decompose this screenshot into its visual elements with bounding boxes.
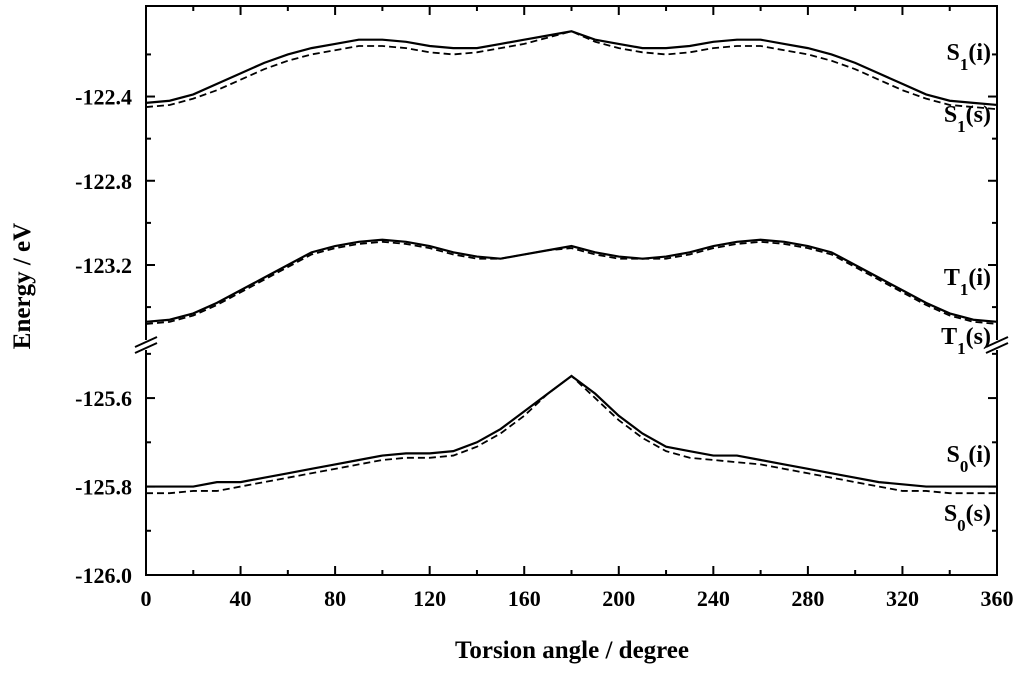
x-tick-label: 80 <box>324 586 346 611</box>
y-tick-label: -123.2 <box>75 253 132 278</box>
series-label: T1(i) <box>944 265 991 299</box>
y-axis-label: Energy / eV <box>9 223 36 349</box>
series-line <box>146 374 997 488</box>
x-tick-label: 320 <box>886 586 919 611</box>
y-tick-label: -125.8 <box>75 475 132 500</box>
series-line <box>145 30 998 111</box>
axis-break-slash <box>134 342 158 354</box>
x-tick-label: 120 <box>413 586 446 611</box>
y-tick-label: -122.4 <box>75 85 132 110</box>
y-tick-label: -122.8 <box>75 169 132 194</box>
x-tick-label: 240 <box>697 586 730 611</box>
axis-break-gap <box>985 340 1009 350</box>
x-axis: 0 40 80 120 160 200 240 280 320 360 <box>141 6 1014 611</box>
series-labels: S1(i) S1(s) T1(i) T1(s) S0(i) S0(s) <box>941 40 991 535</box>
series-group <box>145 30 998 495</box>
axis-break-marker <box>134 336 1009 354</box>
series-line <box>145 240 998 325</box>
axis-break-slash <box>985 336 1009 348</box>
x-tick-label: 40 <box>230 586 252 611</box>
x-tick-label: 0 <box>141 586 152 611</box>
x-tick-label: 280 <box>791 586 824 611</box>
series-label: S0(s) <box>944 501 991 535</box>
x-axis-label: Torsion angle / degree <box>455 637 689 664</box>
series-label: S1(i) <box>946 40 991 74</box>
series-line <box>145 238 998 323</box>
series-line <box>145 30 998 107</box>
x-tick-label: 160 <box>508 586 541 611</box>
series-line <box>146 374 997 495</box>
plot-border <box>145 5 998 576</box>
y-tick-label: -126.0 <box>75 563 132 588</box>
x-tick-label: 200 <box>602 586 635 611</box>
x-tick-label: 360 <box>981 586 1014 611</box>
y-tick-label: -125.6 <box>75 386 132 411</box>
y-axis: -122.4 -122.8 -123.2 -125.6 -125.8 -126.0 <box>75 53 997 588</box>
plot-frame <box>145 5 998 576</box>
axis-break-slash <box>134 336 158 348</box>
axis-break-gap <box>134 340 158 350</box>
series-label: S0(i) <box>946 442 991 476</box>
axis-break-slash <box>985 342 1009 354</box>
series-label: T1(s) <box>941 324 991 358</box>
series-label: S1(s) <box>944 102 991 136</box>
